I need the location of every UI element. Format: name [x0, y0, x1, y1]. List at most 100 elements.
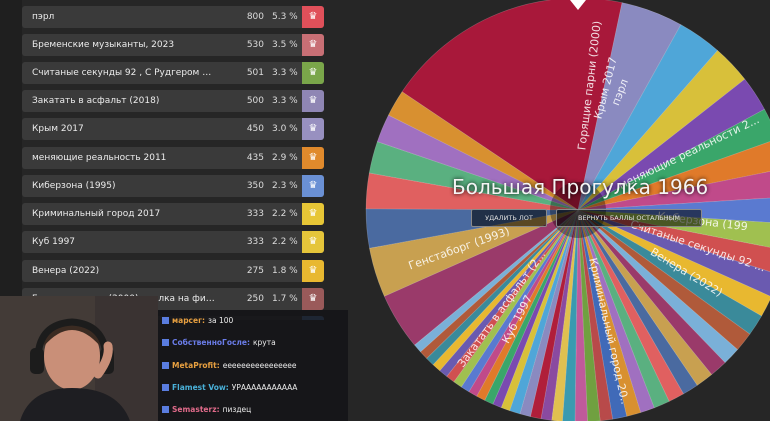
lot-percent: 3.3 % [272, 68, 298, 78]
lot-row[interactable]: Крым 2017 450 3.0 % ♛ [22, 118, 324, 140]
lot-name: Считаные секунды 92 , С Рудгером Ха... [32, 68, 217, 78]
wheel-slice [401, 0, 623, 211]
lot-amount: 275 [246, 266, 264, 276]
lot-row[interactable]: пэрл 800 5.3 % ♛ [22, 6, 324, 28]
delete-lot-button[interactable]: УДАЛИТЬ ЛОТ [471, 209, 547, 227]
wheel-slice [577, 209, 628, 420]
lot-row[interactable]: меняющие реальность 2011 435 2.9 % ♛ [22, 147, 324, 169]
wheel-slice [577, 209, 642, 417]
wheel-slice [432, 209, 579, 372]
chat-message: СобственноГосле: крута [162, 338, 276, 347]
lot-row[interactable]: Венера (2022) 275 1.8 % ♛ [22, 260, 324, 282]
lot-percent: 3.5 % [272, 40, 298, 50]
wheel-slice [492, 209, 579, 408]
wheel-slice [500, 209, 579, 412]
lot-amount: 501 [246, 68, 264, 78]
lot-color-swatch[interactable]: ♛ [302, 62, 324, 84]
lot-row[interactable]: Киберзона (1995) 350 2.3 % ♛ [22, 175, 324, 197]
lot-name: Куб 1997 [32, 237, 76, 247]
wheel-slice [577, 209, 713, 386]
wheel-slice [577, 171, 770, 211]
trophy-icon: ♛ [308, 265, 318, 276]
lot-row[interactable]: Считаные секунды 92 , С Рудгером Ха... 50… [22, 62, 324, 84]
lot-color-swatch[interactable]: ♛ [302, 203, 324, 225]
chat-text: ееееееееееееееее [222, 361, 297, 370]
return-points-button[interactable]: ВЕРНУТЬ БАЛЛЫ ОСТАЛЬНЫМ [556, 209, 702, 227]
lot-row[interactable]: Закатать в асфальт (2018) 500 3.3 % ♛ [22, 90, 324, 112]
lot-row[interactable]: Бременские музыканты, 2023 530 3.5 % ♛ [22, 34, 324, 56]
lot-percent: 2.9 % [272, 153, 298, 163]
badge-icon [162, 362, 169, 369]
winner-title: Большая Прогулка 1966 [452, 175, 709, 199]
lot-row[interactable]: Куб 1997 333 2.2 % ♛ [22, 231, 324, 253]
lot-name: Венера (2022) [32, 266, 100, 276]
wheel-slice [577, 209, 738, 364]
wheel-slice [414, 209, 579, 353]
trophy-icon: ♛ [308, 293, 318, 304]
wheel-slice [577, 209, 655, 413]
chat-username[interactable]: марсег: [172, 316, 206, 325]
lot-percent: 3.3 % [272, 96, 298, 106]
lot-color-swatch[interactable]: ♛ [302, 34, 324, 56]
lot-name: пэрл [32, 12, 55, 22]
trophy-icon: ♛ [308, 152, 318, 163]
wheel-slice [530, 209, 579, 420]
wheel-slice [577, 209, 684, 402]
webcam-overlay [0, 296, 158, 421]
chat-message: MetaProfit: ееееееееееееееее [162, 361, 297, 370]
lot-percent: 3.0 % [272, 124, 298, 134]
lot-percent: 2.2 % [272, 209, 298, 219]
wheel-slice [577, 209, 670, 409]
lot-row[interactable]: Криминальный город 2017 333 2.2 % ♛ [22, 203, 324, 225]
lot-amount: 350 [246, 181, 264, 191]
wheel-slice [577, 24, 719, 211]
wheel-slice [426, 209, 579, 366]
lot-name: Закатать в асфальт (2018) [32, 96, 160, 106]
lot-amount: 500 [246, 96, 264, 106]
chat-username[interactable]: Semasterz: [172, 405, 220, 414]
lot-color-swatch[interactable]: ♛ [302, 288, 324, 310]
chat-username[interactable]: Flamest Vow: [172, 383, 229, 392]
lot-color-swatch[interactable]: ♛ [302, 175, 324, 197]
wheel-pointer-icon [570, 0, 586, 10]
wheel-slice [376, 114, 579, 211]
chat-overlay: марсег: за 100 СобственноГосле: крута MetaPr… [158, 310, 348, 421]
lot-color-swatch[interactable]: ♛ [302, 147, 324, 169]
wheel-slice [519, 209, 579, 417]
badge-icon [162, 339, 169, 346]
wheel-slice [540, 209, 579, 421]
trophy-icon: ♛ [308, 39, 318, 50]
wheel-slice [574, 209, 588, 421]
trophy-icon: ♛ [308, 236, 318, 247]
wheel-slice [577, 209, 751, 351]
lot-color-swatch[interactable]: ♛ [302, 90, 324, 112]
lot-amount: 250 [246, 294, 264, 304]
badge-icon [162, 406, 169, 413]
wheel-slice [420, 209, 579, 359]
chat-username[interactable]: СобственноГосле: [172, 338, 250, 347]
lot-color-swatch[interactable]: ♛ [302, 118, 324, 140]
lot-color-swatch[interactable]: ♛ [302, 231, 324, 253]
lot-percent: 2.3 % [272, 181, 298, 191]
lot-color-swatch[interactable]: ♛ [302, 260, 324, 282]
chat-message: марсег: за 100 [162, 316, 233, 325]
trophy-icon: ♛ [308, 123, 318, 134]
lot-amount: 450 [246, 124, 264, 134]
lot-amount: 333 [246, 209, 264, 219]
lot-name: Крым 2017 [32, 124, 84, 134]
lot-amount: 530 [246, 40, 264, 50]
wheel-slice [577, 141, 770, 211]
wheel-slice [577, 78, 765, 211]
lot-percent: 1.8 % [272, 266, 298, 276]
chat-message: Flamest Vow: УРААААААААААА [162, 383, 297, 392]
lot-name: Криминальный город 2017 [32, 209, 161, 219]
wheel-slice [577, 209, 770, 297]
badge-icon [162, 384, 169, 391]
chat-username[interactable]: MetaProfit: [172, 361, 220, 370]
wheel-area: пэрл Крым 2017 Горящие парни (2000) Генстаб… [330, 0, 770, 421]
lot-amount: 800 [246, 12, 264, 22]
streamer-image [0, 296, 158, 421]
lot-color-swatch[interactable]: ♛ [302, 6, 324, 28]
chat-text: УРААААААААААА [231, 383, 298, 392]
